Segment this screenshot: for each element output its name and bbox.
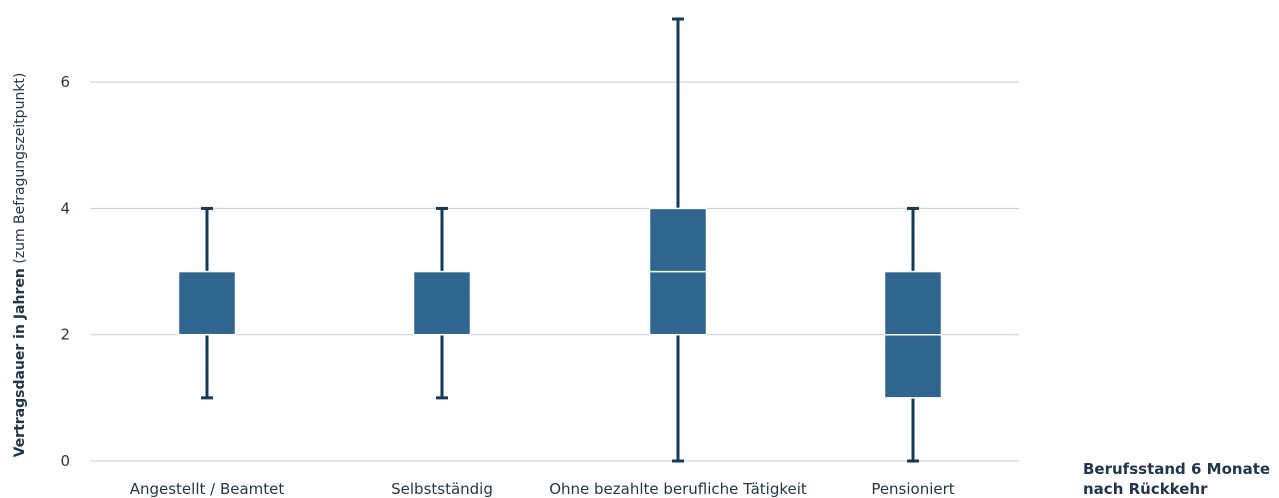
box-2 <box>412 206 472 400</box>
y-tick-label-6: 6 <box>60 73 70 91</box>
y-axis-label-normal: (zum Befragungszeitpunkt) <box>12 73 28 269</box>
y-axis-label: Vertragsdauer in Jahren (zum Befragungsz… <box>12 73 28 458</box>
category-label-2: Selbstständig <box>391 480 493 498</box>
category-label-4: Pensioniert <box>871 480 954 498</box>
category-labels: Angestellt / Beamtet Selbstständig Ohne be… <box>130 480 955 498</box>
y-axis-ticks: 0 2 4 6 <box>60 73 70 470</box>
x-axis-label-line1: Berufsstand 6 Monate <box>1083 460 1270 478</box>
box-1 <box>177 206 237 400</box>
y-axis-label-bold: Vertragsdauer in Jahren <box>12 268 28 457</box>
category-label-3: Ohne bezahlte berufliche Tätigkeit <box>549 480 807 498</box>
box-series <box>177 17 943 463</box>
gridlines <box>90 81 1019 462</box>
box-iqr <box>412 270 472 336</box>
x-axis-label-line2: nach Rückkehr <box>1083 480 1208 498</box>
box-iqr <box>177 270 237 336</box>
category-label-1: Angestellt / Beamtet <box>130 480 285 498</box>
y-tick-label-4: 4 <box>60 199 70 217</box>
y-tick-label-2: 2 <box>60 326 70 344</box>
box-3 <box>648 17 708 463</box>
box-4 <box>883 206 943 463</box>
y-tick-label-0: 0 <box>60 452 70 470</box>
